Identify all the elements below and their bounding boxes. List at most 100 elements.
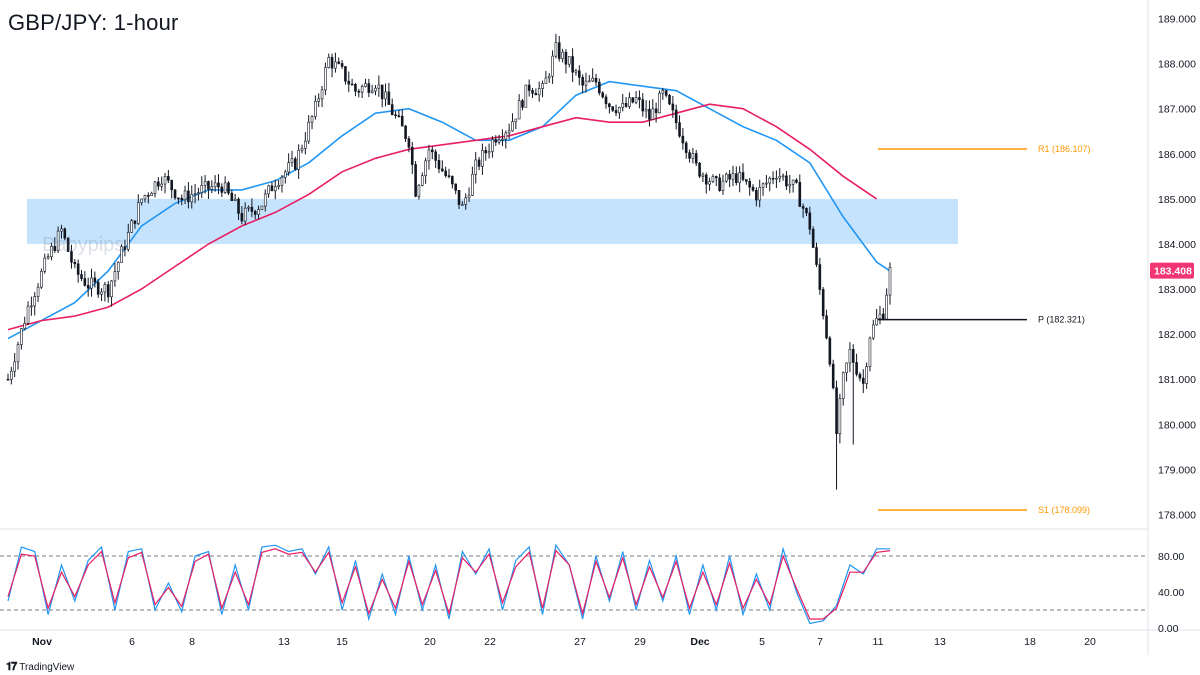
price-axis-tick-label: 180.000 — [1158, 419, 1196, 431]
candle — [674, 104, 678, 130]
candle — [253, 209, 257, 220]
tradingview-brand[interactable]: 𝟏𝟕 TradingView — [6, 661, 74, 674]
last-price-label: 183.408 — [1154, 266, 1192, 278]
time-axis-tick-label: 27 — [574, 636, 586, 648]
candle — [143, 194, 147, 203]
candle-body — [6, 378, 10, 381]
candle-body — [781, 175, 785, 178]
candle — [758, 179, 762, 208]
candle-body — [46, 256, 50, 259]
candle — [527, 79, 531, 97]
candle — [53, 237, 57, 253]
candle-body — [785, 175, 788, 187]
candle — [471, 166, 474, 197]
candle-body — [73, 261, 77, 265]
candle-body — [364, 83, 367, 87]
candle — [544, 70, 548, 84]
candle-body — [317, 98, 321, 102]
candle-body — [601, 92, 604, 98]
candle-body — [280, 176, 284, 186]
candle-body — [96, 281, 100, 295]
candle — [517, 94, 521, 120]
candle-body — [390, 104, 394, 116]
candle — [33, 292, 37, 316]
candle-body — [588, 80, 591, 83]
candle-body — [237, 198, 240, 214]
candle — [347, 71, 351, 93]
candle — [277, 179, 280, 190]
candle-body — [60, 228, 63, 232]
time-axis-tick-label: 5 — [759, 636, 765, 648]
candle — [147, 192, 150, 204]
candle — [474, 152, 478, 184]
candle — [577, 65, 581, 86]
candle-body — [554, 42, 558, 57]
candle — [487, 143, 491, 159]
candle — [173, 189, 177, 200]
candle — [467, 187, 471, 203]
candle-body — [157, 181, 160, 187]
price-axis-tick-label: 179.000 — [1158, 464, 1196, 476]
candle — [821, 287, 825, 320]
candle-body — [337, 61, 341, 64]
candle-body — [223, 182, 227, 193]
candle-body — [310, 116, 314, 123]
candle-body — [106, 284, 110, 298]
time-axis-tick-label: 15 — [336, 636, 348, 648]
candle-body — [491, 139, 494, 152]
candle-body — [400, 115, 404, 127]
candle — [283, 169, 287, 184]
candle-body — [294, 158, 297, 170]
candle-body — [90, 277, 93, 289]
candle-body — [474, 159, 478, 175]
candle-body — [36, 286, 40, 297]
candle — [50, 242, 53, 261]
stochastic-axis-tick-label: 0.00 — [1158, 623, 1179, 635]
candle — [424, 157, 427, 184]
candle-body — [878, 313, 882, 319]
candle-body — [116, 262, 120, 272]
candle-body — [821, 289, 825, 317]
candle-body — [350, 83, 354, 86]
candle-body — [875, 318, 878, 326]
candle-body — [40, 271, 43, 288]
candle-body — [360, 86, 364, 93]
candle — [287, 153, 290, 176]
candle-body — [845, 362, 848, 373]
time-axis-tick-label: 20 — [424, 636, 436, 648]
candle — [818, 257, 822, 295]
candle — [297, 144, 300, 179]
candle — [694, 149, 698, 167]
candle — [557, 36, 561, 62]
candle — [237, 197, 240, 220]
time-axis-tick-label: Nov — [32, 636, 52, 648]
candle-body — [708, 181, 711, 185]
candle — [427, 144, 431, 170]
candle-body — [227, 182, 230, 194]
candle-body — [694, 153, 698, 164]
candle-body — [384, 91, 387, 100]
candle — [76, 259, 80, 283]
candle — [491, 136, 494, 158]
candle-body — [801, 206, 805, 209]
candle-body — [795, 179, 798, 183]
candle-body — [110, 280, 113, 298]
candle — [26, 301, 30, 326]
candle-body — [724, 173, 728, 182]
candle — [106, 280, 110, 303]
candle-body — [20, 328, 23, 345]
candle — [845, 362, 848, 382]
candle-body — [888, 266, 892, 296]
candle-body — [514, 118, 518, 122]
candle — [410, 142, 414, 174]
candle — [551, 50, 554, 84]
candle — [584, 72, 588, 93]
candle-body — [791, 179, 795, 185]
candle — [437, 154, 441, 174]
candle-body — [711, 176, 715, 182]
candle-body — [464, 197, 468, 205]
candle — [808, 206, 812, 235]
candle-body — [651, 108, 655, 120]
candle — [223, 176, 227, 194]
